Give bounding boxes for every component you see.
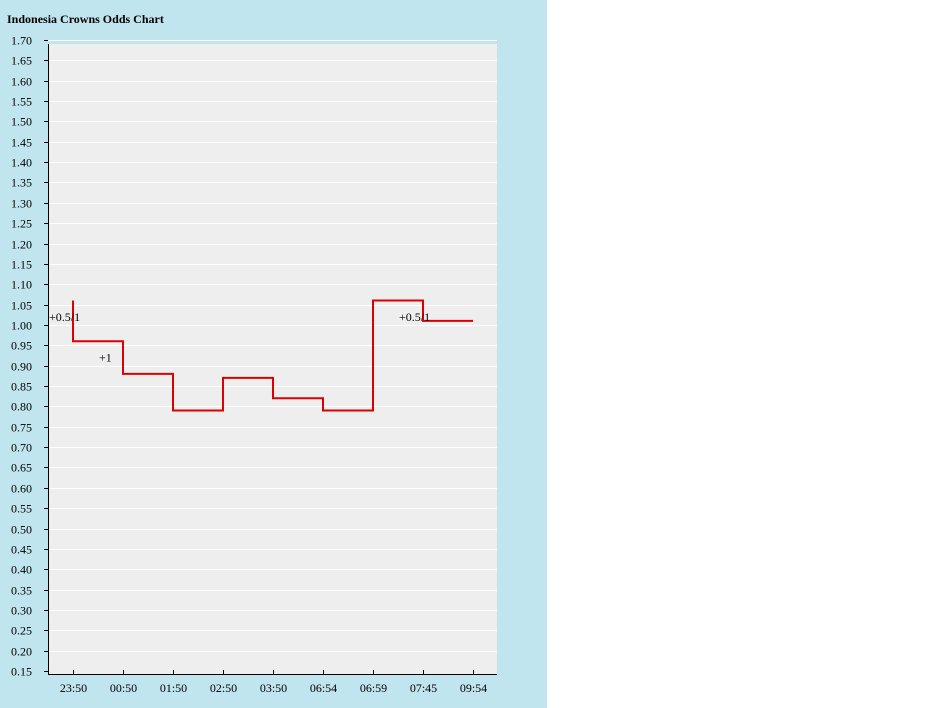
x-tick-label: 09:54 (460, 681, 487, 695)
y-tick-label: 0.50 (11, 523, 32, 537)
y-tick-label: 1.30 (11, 197, 32, 211)
y-tick-label: 1.05 (11, 299, 32, 313)
series-group (72, 299, 474, 412)
annotations: +0.5/1 +1 +0.5/1 (49, 310, 430, 365)
y-tick-label: 1.00 (11, 319, 32, 333)
chart-title: Indonesia Crowns Odds Chart (7, 12, 164, 26)
y-tick-label: 0.95 (11, 339, 32, 353)
y-tick-label: 1.60 (11, 75, 32, 89)
y-tick-label: 1.40 (11, 156, 32, 170)
y-tick-label: 1.70 (11, 34, 32, 48)
y-tick-label: 1.35 (11, 176, 32, 190)
annotation-label: +1 (99, 351, 112, 365)
y-tick-label: 0.85 (11, 380, 32, 394)
x-tick-label: 06:54 (310, 681, 337, 695)
y-tick-label: 0.55 (11, 502, 32, 516)
y-tick-label: 1.20 (11, 238, 32, 252)
annotation-label: +0.5/1 (49, 310, 80, 324)
y-tick-label: 0.90 (11, 360, 32, 374)
odds-chart: 0.15 0.20 0.25 0.30 0.35 0.40 0.45 0.50 0.55 0.60… (11, 34, 497, 695)
y-tick-label: 1.15 (11, 258, 32, 272)
x-tick-label: 01:50 (160, 681, 187, 695)
y-tick-label: 0.60 (11, 482, 32, 496)
y-tick-label: 0.65 (11, 461, 32, 475)
x-tick-label: 02:50 (210, 681, 237, 695)
y-tick-label: 1.55 (11, 95, 32, 109)
y-tick-label: 1.50 (11, 115, 32, 129)
grid-lines (48, 40, 497, 652)
plot-area (48, 44, 497, 674)
y-tick-label: 0.40 (11, 563, 32, 577)
y-tick-label: 0.20 (11, 645, 32, 659)
x-tick-label: 03:50 (260, 681, 287, 695)
x-tick-label: 06:59 (360, 681, 387, 695)
series-line (72, 299, 473, 412)
y-tick-label: 0.15 (11, 665, 32, 679)
x-tick-label: 23:50 (60, 681, 87, 695)
x-axis-ticks: 23:50 00:50 01:50 02:50 03:50 06:54 06:59 07:45… (60, 670, 487, 695)
y-tick-label: 1.25 (11, 217, 32, 231)
y-tick-label: 1.65 (11, 54, 32, 68)
y-tick-label: 0.45 (11, 543, 32, 557)
y-tick-label: 0.35 (11, 584, 32, 598)
y-tick-label: 0.25 (11, 624, 32, 638)
y-tick-label: 0.75 (11, 421, 32, 435)
y-tick-label: 0.30 (11, 604, 32, 618)
y-tick-label: 1.10 (11, 278, 32, 292)
y-axis-ticks: 0.15 0.20 0.25 0.30 0.35 0.40 0.45 0.50 0.55 0.60… (11, 34, 48, 679)
y-tick-label: 0.70 (11, 441, 32, 455)
axes (48, 44, 497, 675)
y-tick-label: 1.45 (11, 136, 32, 150)
annotation-label: +0.5/1 (399, 310, 430, 324)
y-tick-label: 0.80 (11, 400, 32, 414)
x-tick-label: 07:45 (410, 681, 437, 695)
x-tick-label: 00:50 (110, 681, 137, 695)
